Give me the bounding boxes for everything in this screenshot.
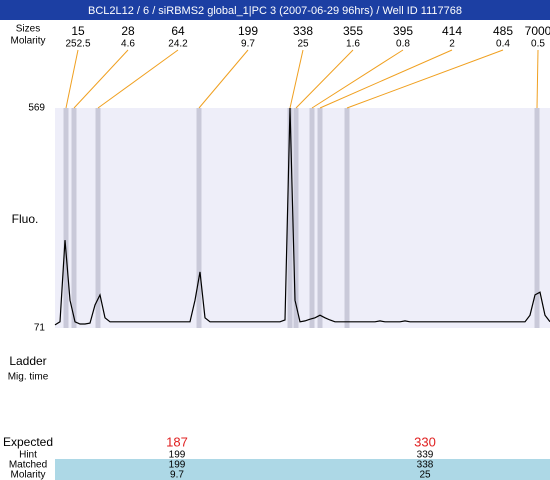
peak-band: [95, 108, 101, 328]
peak-molarity: 0.4: [496, 39, 510, 50]
peak-size: 355: [343, 24, 363, 38]
peak-connector: [311, 49, 404, 109]
peak-band: [287, 108, 293, 328]
peak-band: [534, 108, 540, 328]
peak-size: 7000: [525, 24, 550, 38]
ladder-sublabel: Mig. time: [8, 372, 49, 383]
row-value: 25: [419, 470, 431, 480]
peak-connector: [65, 49, 79, 109]
peak-size: 64: [171, 24, 185, 38]
row-value: 187: [166, 434, 188, 449]
peak-connector: [536, 49, 539, 109]
y-tick-label: 71: [34, 323, 46, 334]
peak-band: [293, 108, 299, 328]
ladder-label: Ladder: [9, 354, 46, 368]
peak-size: 28: [121, 24, 135, 38]
row-value: 199: [169, 460, 186, 471]
molarity-label: Molarity: [10, 36, 45, 47]
peak-connector: [295, 49, 354, 109]
row-value: 339: [417, 450, 434, 461]
title: BCL2L12 / 6 / siRBMS2 global_1|PC 3 (200…: [88, 5, 462, 17]
peak-band: [317, 108, 323, 328]
title-bar: [0, 0, 550, 20]
row-value: 338: [417, 460, 434, 471]
peak-molarity: 25: [297, 39, 309, 50]
row-value: 330: [414, 434, 436, 449]
row-value: 9.7: [170, 470, 184, 480]
peak-molarity: 0.8: [396, 39, 410, 50]
row-label: Molarity: [10, 470, 45, 480]
peak-molarity: 252.5: [65, 39, 90, 50]
peak-molarity: 2: [449, 39, 455, 50]
peak-molarity: 1.6: [346, 39, 360, 50]
peak-band: [71, 108, 77, 328]
peak-size: 485: [493, 24, 513, 38]
peak-connector: [346, 49, 504, 109]
row-label: Matched: [9, 460, 47, 471]
sizes-label: Sizes: [16, 24, 40, 35]
peak-connector: [289, 49, 304, 109]
y-label: Fluo.: [12, 212, 39, 226]
plot-area: [55, 108, 550, 328]
peak-molarity: 9.7: [241, 39, 255, 50]
peak-band: [309, 108, 315, 328]
peak-molarity: 0.5: [531, 39, 545, 50]
peak-band: [196, 108, 202, 328]
peak-connector: [319, 49, 453, 109]
row-label: Hint: [19, 450, 37, 461]
peak-band: [63, 108, 69, 328]
peak-molarity: 4.6: [121, 39, 135, 50]
peak-connector: [198, 49, 249, 109]
matched-rows-bg: [55, 459, 550, 480]
peak-connector: [73, 49, 129, 109]
trace: [54, 107, 550, 326]
row-label: Expected: [3, 435, 53, 449]
peak-size: 395: [393, 24, 413, 38]
peak-connector: [97, 49, 179, 109]
peak-size: 338: [293, 24, 313, 38]
peak-size: 414: [442, 24, 462, 38]
peak-molarity: 24.2: [168, 39, 188, 50]
peak-size: 15: [71, 24, 85, 38]
y-tick-label: 569: [28, 103, 45, 114]
peak-size: 199: [238, 24, 258, 38]
peak-band: [344, 108, 350, 328]
row-value: 199: [169, 450, 186, 461]
